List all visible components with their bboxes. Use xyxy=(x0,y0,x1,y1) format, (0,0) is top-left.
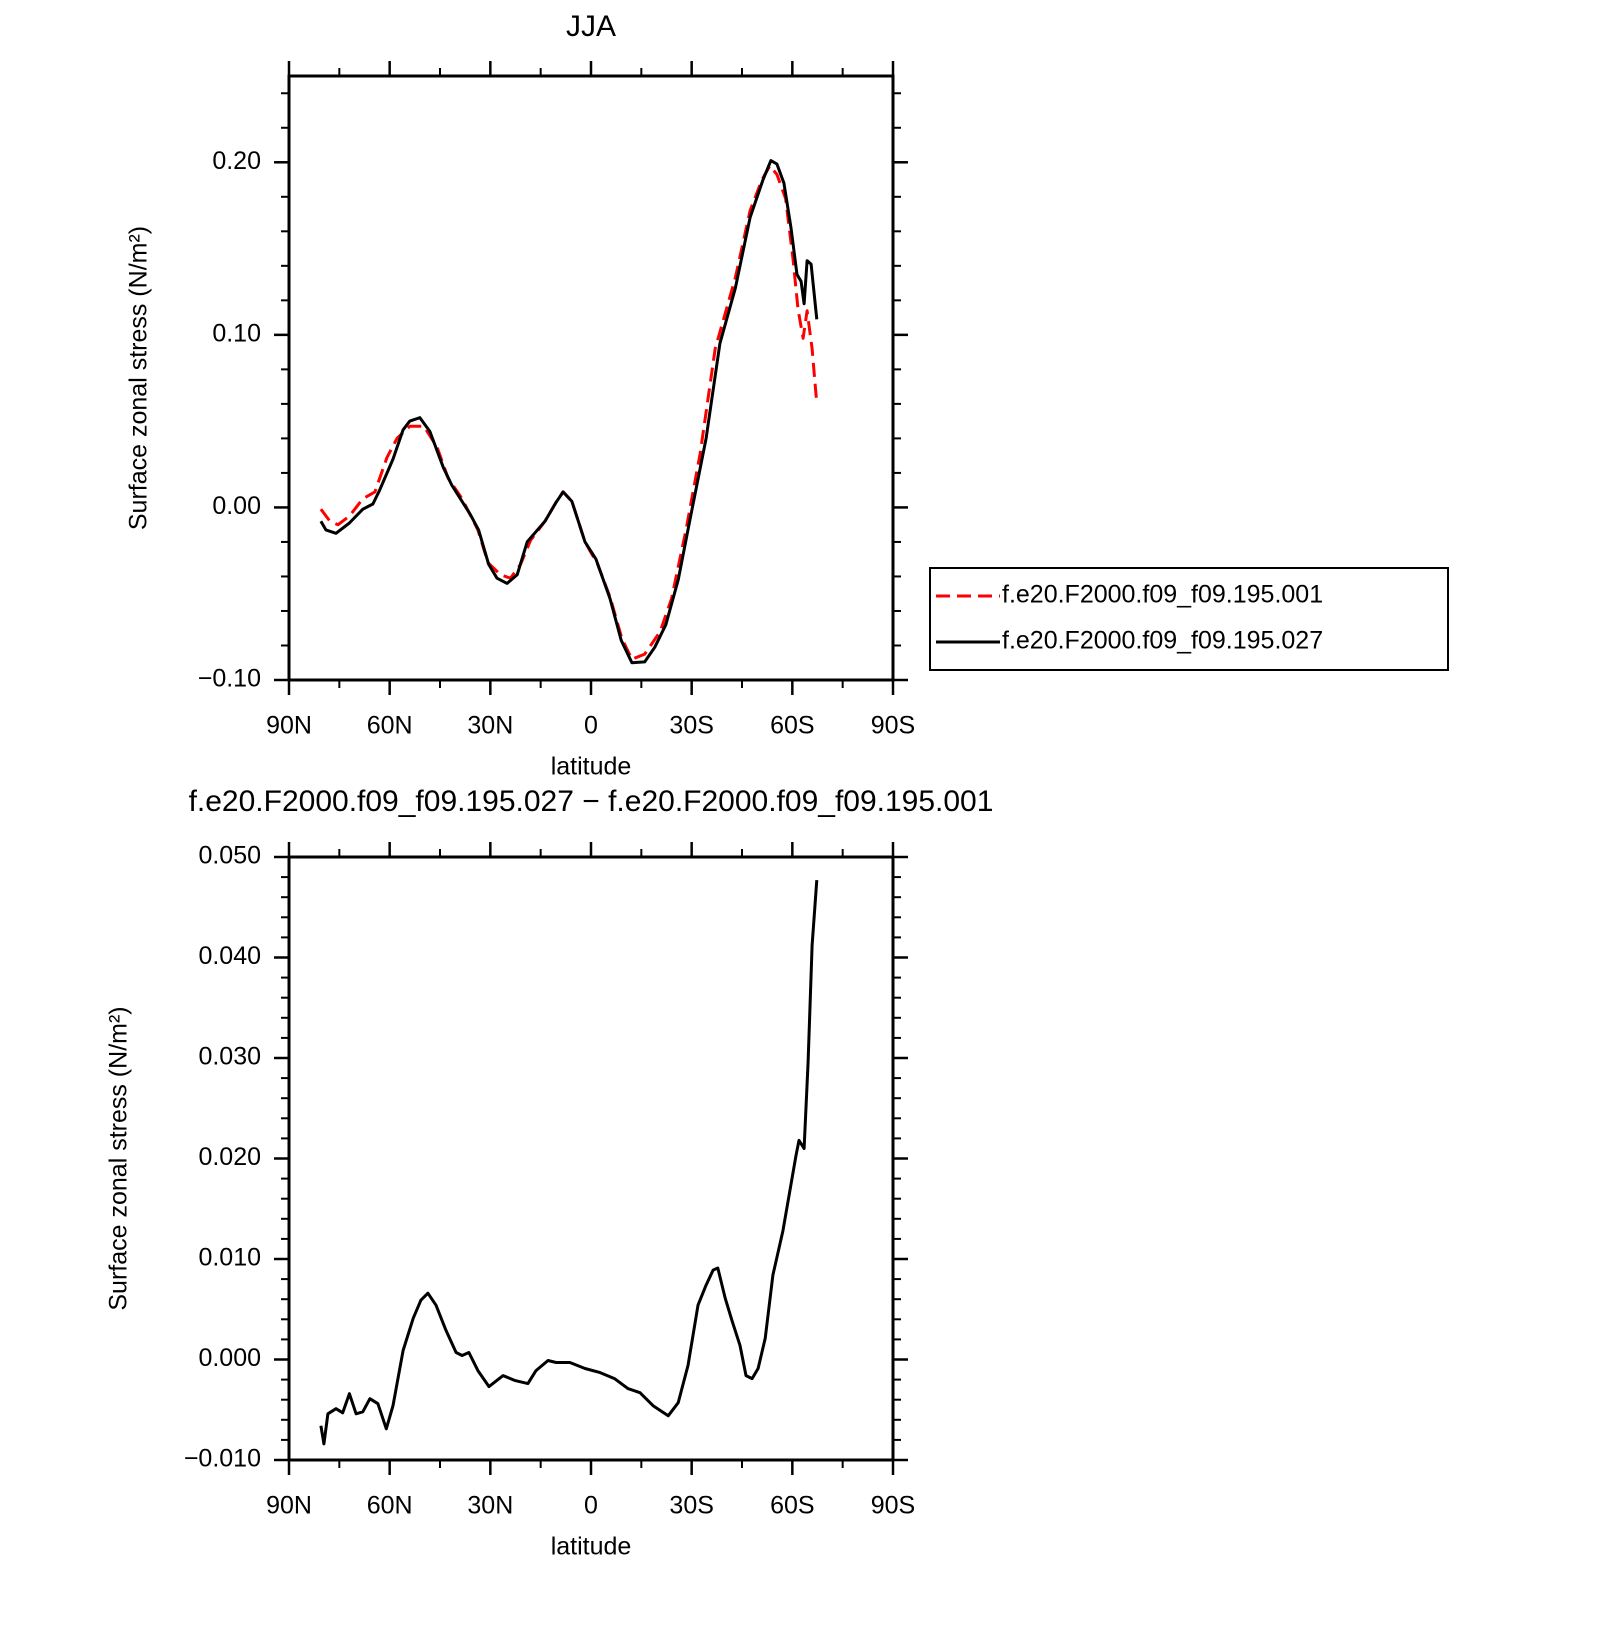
y-tick-label: 0.020 xyxy=(198,1143,261,1171)
series-line xyxy=(319,164,819,661)
series-line xyxy=(319,159,819,665)
y-tick-label: 0.030 xyxy=(198,1043,261,1071)
x-tick-label: 60N xyxy=(367,1492,413,1520)
y-tick-label: 0.10 xyxy=(212,319,261,347)
x-tick-label: 60N xyxy=(367,712,413,740)
x-tick-label: 30S xyxy=(669,1492,713,1520)
series-line xyxy=(319,879,819,1446)
x-tick-label: 0 xyxy=(584,712,598,740)
y-tick-label: 0.00 xyxy=(212,492,261,520)
y-tick-label: 0.040 xyxy=(198,942,261,970)
x-tick-label: 60S xyxy=(770,712,814,740)
x-tick-label: 90N xyxy=(266,712,312,740)
x-tick-label: 30N xyxy=(467,712,513,740)
x-tick-label: 90S xyxy=(871,1492,915,1520)
x-tick-label: 0 xyxy=(584,1492,598,1520)
x-tick-label: 30N xyxy=(467,1492,513,1520)
plot-frame xyxy=(287,855,895,1462)
x-axis-label: latitude xyxy=(551,1533,632,1561)
chart-title: JJA xyxy=(566,10,616,43)
y-axis-label: Surface zonal stress (N/m²) xyxy=(105,1006,133,1310)
chart-title: f.e20.F2000.f09_f09.195.027 − f.e20.F200… xyxy=(189,785,994,818)
y-tick-label: 0.000 xyxy=(198,1344,261,1372)
y-axis-label: Surface zonal stress (N/m²) xyxy=(125,226,153,530)
plot-frame xyxy=(287,74,895,682)
y-tick-label: −0.10 xyxy=(198,665,261,693)
x-tick-label: 30S xyxy=(669,712,713,740)
legend-label: f.e20.F2000.f09_f09.195.027 xyxy=(1002,627,1323,655)
x-tick-label: 60S xyxy=(770,1492,814,1520)
y-tick-label: 0.20 xyxy=(212,147,261,175)
x-tick-label: 90N xyxy=(266,1492,312,1520)
legend-box xyxy=(929,567,1449,671)
x-axis-label: latitude xyxy=(551,753,632,781)
y-tick-label: −0.010 xyxy=(184,1445,261,1473)
y-tick-label: 0.050 xyxy=(198,842,261,870)
legend-label: f.e20.F2000.f09_f09.195.001 xyxy=(1002,581,1323,609)
x-tick-label: 90S xyxy=(871,712,915,740)
y-tick-label: 0.010 xyxy=(198,1244,261,1272)
